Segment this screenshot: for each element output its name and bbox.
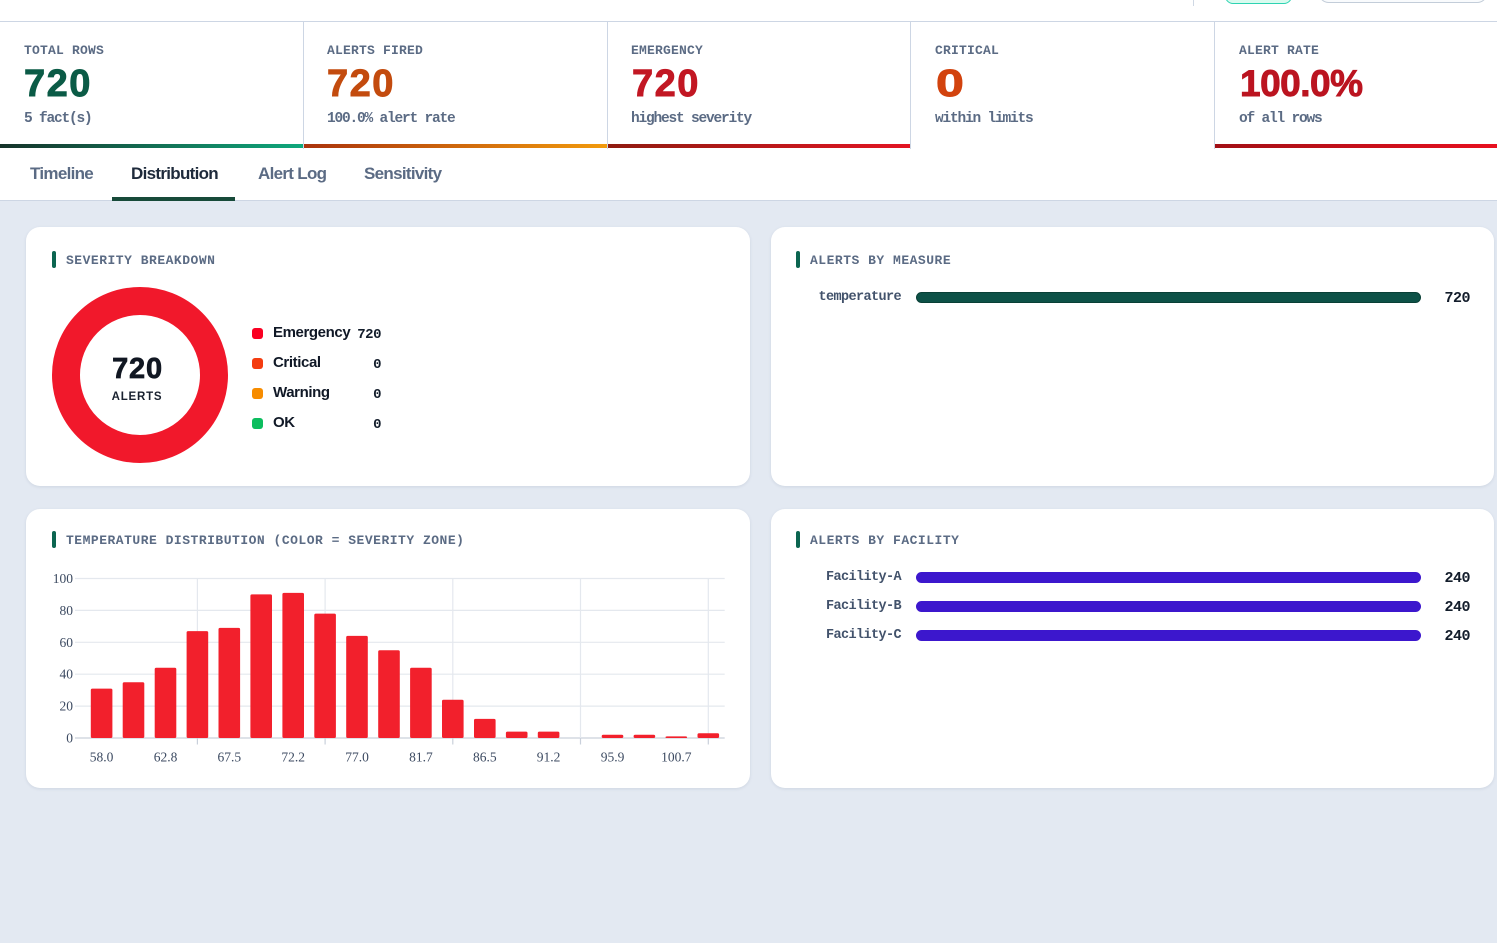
svg-text:95.9: 95.9 [601, 750, 625, 765]
svg-text:100.7: 100.7 [661, 750, 692, 765]
svg-text:60: 60 [60, 635, 74, 650]
svg-text:20: 20 [60, 699, 74, 714]
svg-text:77.0: 77.0 [345, 750, 369, 765]
svg-text:81.7: 81.7 [409, 750, 433, 765]
svg-text:67.5: 67.5 [217, 750, 241, 765]
svg-text:0: 0 [66, 731, 73, 746]
svg-text:58.0: 58.0 [90, 750, 114, 765]
svg-text:100: 100 [53, 571, 74, 586]
svg-text:91.2: 91.2 [537, 750, 561, 765]
svg-text:86.5: 86.5 [473, 750, 497, 765]
svg-text:62.8: 62.8 [154, 750, 178, 765]
svg-text:72.2: 72.2 [281, 750, 305, 765]
svg-text:40: 40 [60, 667, 74, 682]
svg-text:80: 80 [60, 603, 74, 618]
